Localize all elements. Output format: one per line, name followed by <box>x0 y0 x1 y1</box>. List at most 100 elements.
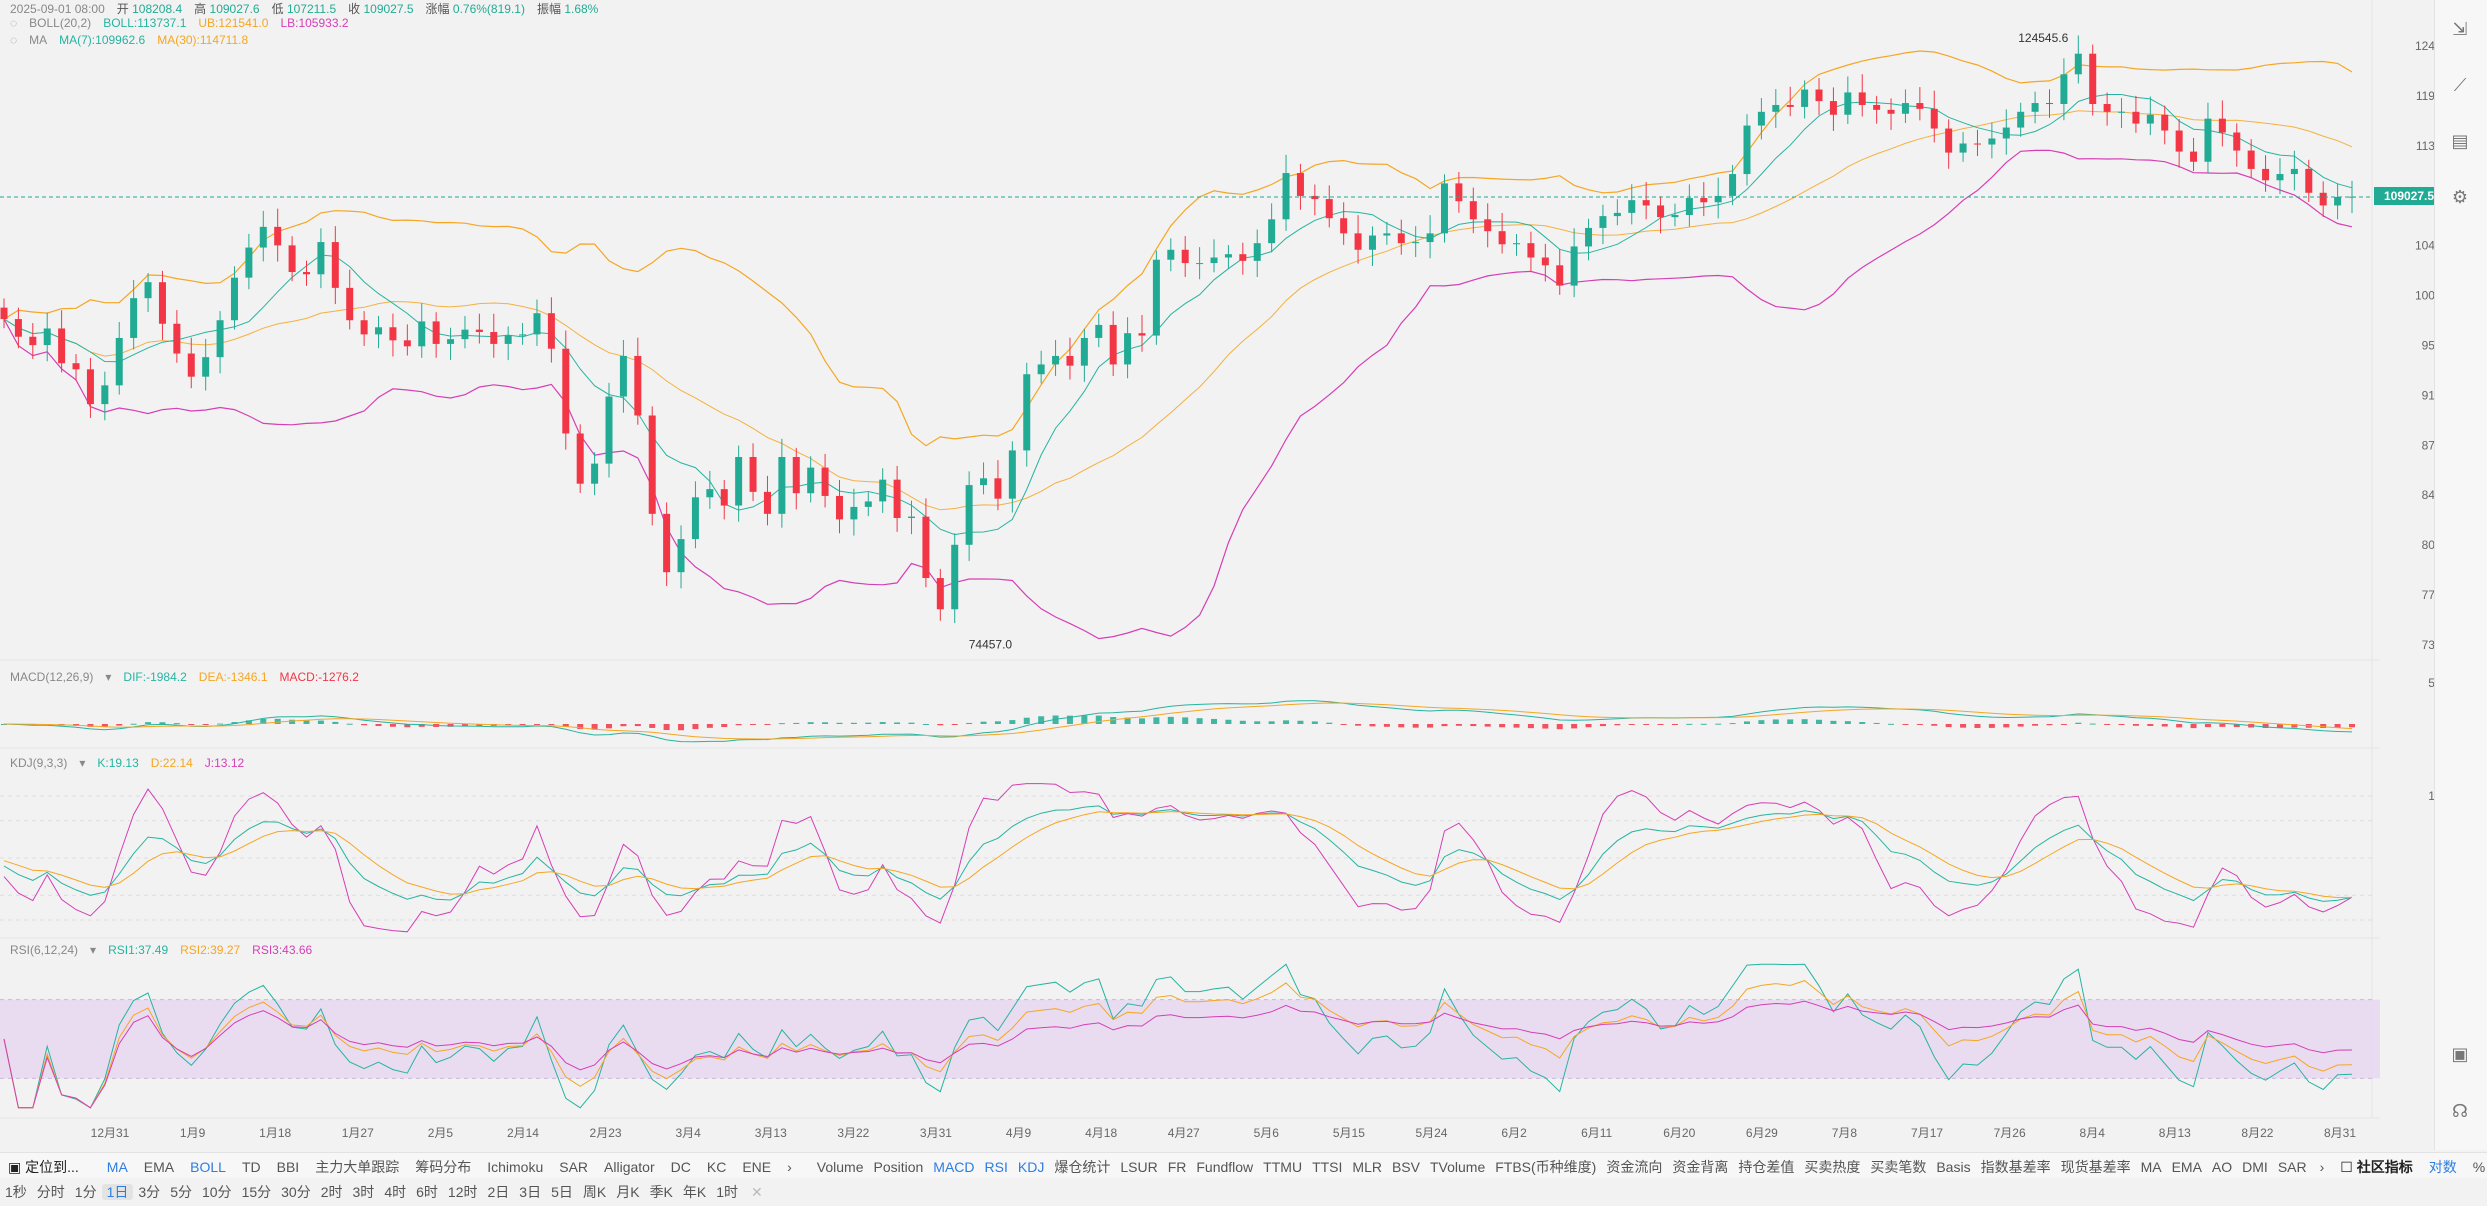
timeframe-16[interactable]: 5日 <box>551 1184 573 1200</box>
timeframe-14[interactable]: 2日 <box>487 1184 510 1200</box>
indicator-6[interactable]: 筹码分布 <box>415 1159 472 1175</box>
boll-legend[interactable]: ◌ BOLL(20,2) BOLL:113737.1 UB:121541.0 L… <box>10 16 349 30</box>
timeframe-20[interactable]: 年K <box>682 1184 707 1200</box>
sub-indicator-19[interactable]: 买卖笔数 <box>1870 1159 1927 1175</box>
settings-icon[interactable]: ⚙ <box>2451 187 2469 207</box>
indicator-10[interactable]: DC <box>670 1159 691 1175</box>
timeframe-10[interactable]: 3时 <box>352 1184 375 1200</box>
indicator-8[interactable]: SAR <box>559 1159 589 1175</box>
indicator-7[interactable]: Ichimoku <box>487 1159 544 1175</box>
sub-indicator-1[interactable]: Position <box>873 1159 924 1175</box>
sub-indicator-25[interactable]: AO <box>2211 1159 2233 1175</box>
percent-scale-toggle[interactable]: % <box>2472 1159 2486 1175</box>
sub-indicator-11[interactable]: MLR <box>1352 1159 1382 1175</box>
chevron-down-icon[interactable]: ▾ <box>105 670 112 684</box>
sub-indicator-22[interactable]: 现货基差率 <box>2060 1159 2131 1175</box>
timeframe-5[interactable]: 5分 <box>170 1184 192 1200</box>
timeframe-21[interactable]: 1时 <box>716 1184 739 1200</box>
sub-indicator-0[interactable]: Volume <box>816 1159 864 1175</box>
sub-indicator-17[interactable]: 持仓差值 <box>1738 1159 1795 1175</box>
sub-indicator-2[interactable]: MACD <box>933 1159 975 1175</box>
chevron-down-icon[interactable]: ▾ <box>79 756 86 770</box>
candle-body <box>1210 257 1218 264</box>
macd-dea: DEA:-1346.1 <box>198 670 268 684</box>
sub-indicator-20[interactable]: Basis <box>1936 1159 1971 1175</box>
indicator-3[interactable]: TD <box>241 1159 261 1175</box>
close-icon[interactable]: ✕ <box>751 1183 763 1200</box>
macd-bar <box>1326 722 1333 724</box>
macd-bar <box>389 724 396 727</box>
indicator-5[interactable]: 主力大单跟踪 <box>315 1159 400 1175</box>
sub-indicator-21[interactable]: 指数基差率 <box>1980 1159 2051 1175</box>
macd-legend[interactable]: MACD(12,26,9) ▾ DIF:-1984.2 DEA:-1346.1 … <box>10 670 359 684</box>
indicator-4[interactable]: BBI <box>276 1159 300 1175</box>
timeframe-9[interactable]: 2时 <box>320 1184 343 1200</box>
candle-body <box>14 319 22 337</box>
timeframe-0[interactable]: 1秒 <box>5 1184 27 1200</box>
macd-bar <box>1398 724 1405 728</box>
indicator-0[interactable]: MA <box>106 1159 128 1175</box>
sub-indicator-6[interactable]: LSUR <box>1120 1159 1158 1175</box>
sub-indicator-10[interactable]: TTSI <box>1312 1159 1343 1175</box>
sub-indicator-16[interactable]: 资金背离 <box>1672 1159 1729 1175</box>
chevron-right-icon[interactable]: › <box>2319 1159 2325 1175</box>
eye-icon[interactable]: ◌ <box>10 33 18 47</box>
high-marker: 124545.6 <box>2018 31 2068 45</box>
sub-indicator-15[interactable]: 资金流向 <box>1606 1159 1663 1175</box>
indicator-1[interactable]: EMA <box>143 1159 175 1175</box>
sub-indicator-4[interactable]: KDJ <box>1017 1159 1045 1175</box>
candle-body <box>1901 103 1909 114</box>
kdj-legend[interactable]: KDJ(9,3,3) ▾ K:19.13 D:22.14 J:13.12 <box>10 756 244 770</box>
timeframe-4[interactable]: 3分 <box>138 1184 161 1200</box>
sub-indicator-23[interactable]: MA <box>2140 1159 2162 1175</box>
chevron-down-icon[interactable]: ▾ <box>90 943 97 957</box>
timeframe-12[interactable]: 6时 <box>416 1184 438 1200</box>
macd-bar <box>692 724 699 730</box>
indicator-2[interactable]: BOLL <box>190 1159 226 1175</box>
timeframe-19[interactable]: 季K <box>649 1184 673 1200</box>
timeframe-13[interactable]: 12时 <box>447 1184 478 1200</box>
sub-indicator-5[interactable]: 爆仓统计 <box>1054 1159 1111 1175</box>
candle-body <box>1311 195 1319 200</box>
headset-icon[interactable]: ☊ <box>2452 1101 2468 1121</box>
sub-indicator-12[interactable]: BSV <box>1391 1159 1420 1175</box>
timeframe-1[interactable]: 分时 <box>36 1184 65 1200</box>
timeframe-8[interactable]: 30分 <box>281 1184 311 1200</box>
indicator-12[interactable]: ENE <box>742 1159 772 1175</box>
community-indicator-button[interactable]: ☐ 社区指标 <box>2340 1159 2413 1175</box>
ma-legend[interactable]: ◌ MA MA(7):109962.6 MA(30):114711.8 <box>10 33 248 47</box>
sub-indicator-8[interactable]: Fundflow <box>1196 1159 1254 1175</box>
indicator-11[interactable]: KC <box>706 1159 727 1175</box>
eye-icon[interactable]: ◌ <box>10 16 18 30</box>
indicator-icon[interactable]: ▤ <box>2451 131 2469 151</box>
line-chart-icon[interactable]: ⟋ <box>2453 75 2467 95</box>
timeframe-11[interactable]: 4时 <box>384 1184 407 1200</box>
macd-bar <box>1009 720 1016 724</box>
sub-indicator-14[interactable]: FTBS(币种维度) <box>1495 1159 1597 1175</box>
timeframe-17[interactable]: 周K <box>582 1184 607 1200</box>
timeframe-18[interactable]: 月K <box>616 1184 640 1200</box>
export-icon[interactable]: ⇲ <box>2452 19 2468 39</box>
sub-indicator-18[interactable]: 买卖热度 <box>1804 1159 1861 1175</box>
sub-indicator-13[interactable]: TVolume <box>1429 1159 1486 1175</box>
sub-indicator-9[interactable]: TTMU <box>1263 1159 1303 1175</box>
sub-indicator-24[interactable]: EMA <box>2171 1159 2202 1175</box>
log-scale-toggle[interactable]: 对数 <box>2428 1159 2457 1175</box>
locate-button[interactable]: ▣ 定位到... <box>8 1159 79 1175</box>
timeframe-15[interactable]: 3日 <box>519 1184 542 1200</box>
timeframe-3[interactable]: 1日 <box>101 1184 134 1200</box>
timeframe-6[interactable]: 10分 <box>201 1184 232 1200</box>
timeframe-7[interactable]: 15分 <box>241 1184 272 1200</box>
indicator-9[interactable]: Alligator <box>604 1159 655 1175</box>
layout-icon[interactable]: ▣ <box>2451 1044 2469 1064</box>
rsi-legend[interactable]: RSI(6,12,24) ▾ RSI1:37.49 RSI2:39.27 RSI… <box>10 943 312 957</box>
sub-indicator-3[interactable]: RSI <box>984 1159 1008 1175</box>
sub-indicator-7[interactable]: FR <box>1167 1159 1187 1175</box>
sub-indicator-26[interactable]: DMI <box>2242 1159 2268 1175</box>
chevron-right-icon[interactable]: › <box>787 1159 792 1175</box>
candle-body <box>2103 104 2111 112</box>
timeframe-2[interactable]: 1分 <box>74 1184 97 1200</box>
candle-body <box>288 245 296 273</box>
sub-indicator-27[interactable]: SAR <box>2277 1159 2307 1175</box>
